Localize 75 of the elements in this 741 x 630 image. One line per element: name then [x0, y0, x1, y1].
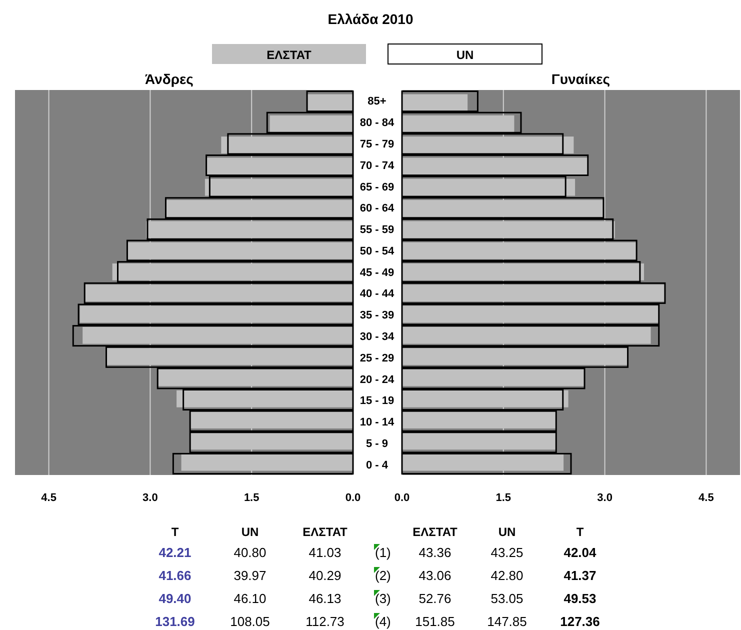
y-tick-label: 0 - 4 — [366, 459, 389, 472]
text: 52.76 — [418, 591, 452, 606]
text: 42.04 — [564, 545, 598, 560]
y-tick-label: 75 - 79 — [360, 138, 394, 150]
text: (1) — [375, 545, 391, 560]
bar — [402, 136, 574, 154]
y-tick-label: 30 - 34 — [360, 330, 396, 343]
y-tick-label: 60 - 64 — [360, 202, 396, 215]
text: 53.05 — [490, 591, 524, 606]
text: 147.85 — [487, 614, 527, 629]
y-tick-label: 20 - 24 — [360, 374, 396, 386]
text: 131.69 — [155, 614, 195, 629]
text: 49.53 — [564, 591, 596, 606]
text: 151.85 — [415, 614, 455, 629]
text: 41.03 — [308, 545, 342, 560]
x-tick-label: 4.5 — [41, 492, 56, 504]
text: 43.06 — [418, 568, 452, 583]
x-tick-label: 0.0 — [345, 492, 361, 504]
text: T — [576, 525, 584, 539]
text: ΕΛΣΤΑΤ — [412, 525, 458, 539]
y-tick-label: 50 - 54 — [360, 245, 396, 258]
y-tick-label: 55 - 59 — [360, 224, 394, 236]
y-tick-label: 15 - 19 — [360, 395, 394, 408]
y-tick-label: 5 - 9 — [366, 438, 388, 450]
text: 42.21 — [158, 545, 192, 560]
text: UN — [498, 525, 516, 539]
text: ΕΛΣΤΑΤ — [266, 48, 312, 62]
text: 46.13 — [308, 591, 342, 606]
y-tick-label: 85+ — [368, 96, 386, 108]
bar — [402, 178, 576, 196]
text: 46.10 — [234, 591, 266, 606]
x-tick-label: 1.5 — [244, 492, 260, 504]
text: (4) — [375, 614, 391, 629]
chart-title: Ελλάδα 2010 — [328, 11, 414, 27]
x-tick-label: 4.5 — [698, 492, 714, 504]
bar — [204, 178, 353, 196]
chart-subtitle: Γυναίκες — [551, 71, 610, 87]
text: 41.37 — [564, 568, 596, 583]
text: UN — [456, 48, 474, 62]
y-tick-label: 70 - 74 — [360, 160, 396, 172]
bar — [402, 94, 468, 112]
text: 41.66 — [158, 568, 192, 583]
text: T — [171, 525, 180, 539]
y-tick-label: 65 - 69 — [360, 181, 394, 194]
y-tick-label: 40 - 44 — [360, 288, 396, 300]
text: UN — [241, 525, 259, 539]
y-tick-label: 25 - 29 — [360, 352, 394, 364]
bar — [112, 263, 353, 280]
x-tick-label: 1.5 — [496, 492, 512, 504]
x-tick-label: 3.0 — [597, 492, 612, 504]
text: 112.73 — [306, 614, 344, 629]
text: 39.97 — [234, 568, 266, 583]
text: 49.40 — [158, 591, 192, 606]
text: 42.80 — [490, 568, 524, 583]
bar — [402, 390, 568, 408]
text: (3) — [375, 591, 391, 606]
text: 43.25 — [490, 545, 524, 560]
bar — [402, 263, 644, 280]
text: ΕΛΣΤΑΤ — [302, 525, 348, 539]
text: 127.36 — [560, 614, 600, 629]
text: 40.29 — [308, 568, 342, 583]
text: (2) — [375, 568, 391, 583]
text: 43.36 — [418, 545, 452, 560]
chart-subtitle: Άνδρες — [145, 71, 194, 87]
y-tick-label: 35 - 39 — [360, 310, 394, 322]
y-tick-label: 45 - 49 — [360, 266, 394, 279]
x-tick-label: 3.0 — [142, 492, 158, 504]
text: 40.80 — [234, 545, 266, 560]
y-tick-label: 10 - 14 — [360, 416, 396, 429]
x-tick-label: 0.0 — [394, 492, 410, 504]
y-tick-label: 80 - 84 — [360, 117, 396, 130]
text: 108.05 — [230, 614, 270, 629]
bar — [221, 136, 353, 154]
bar — [176, 390, 353, 408]
bar — [82, 326, 353, 344]
